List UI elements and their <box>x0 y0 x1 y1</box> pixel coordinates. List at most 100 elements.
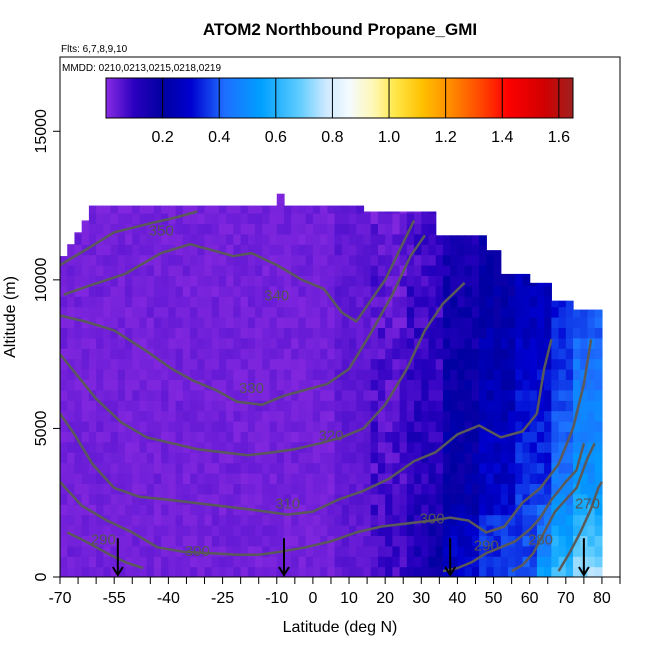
heatmap-cell <box>392 306 401 318</box>
heatmap-cell <box>349 285 357 297</box>
heatmap-cell <box>435 452 444 464</box>
heatmap-cell <box>132 348 141 360</box>
heatmap-cell <box>284 337 292 349</box>
heatmap-cell <box>399 535 408 547</box>
heatmap-cell <box>442 327 451 339</box>
heatmap-cell <box>226 254 235 266</box>
heatmap-cell <box>594 504 603 516</box>
heatmap-cell <box>269 205 278 214</box>
heatmap-cell <box>428 421 437 432</box>
heatmap-cell <box>132 473 141 484</box>
heatmap-cell <box>175 379 184 391</box>
heatmap-cell <box>262 462 271 474</box>
heatmap-cell <box>312 285 321 297</box>
heatmap-cell <box>399 525 408 536</box>
heatmap-cell <box>88 462 97 474</box>
heatmap-cell <box>486 348 495 360</box>
heatmap-cell <box>349 493 357 505</box>
heatmap-cell <box>356 514 365 526</box>
heatmap-cell <box>305 317 314 328</box>
heatmap-cell <box>356 205 365 214</box>
heatmap-cell <box>334 556 343 568</box>
heatmap-cell <box>414 410 422 422</box>
heatmap-cell <box>334 483 343 495</box>
heatmap-cell <box>211 327 220 339</box>
heatmap-cell <box>262 233 271 245</box>
heatmap-cell <box>341 358 350 370</box>
heatmap-cell <box>284 473 292 484</box>
heatmap-cell <box>435 473 444 484</box>
heatmap-cell <box>377 296 386 308</box>
heatmap-cell <box>399 514 408 526</box>
heatmap-cell <box>421 473 430 484</box>
heatmap-cell <box>125 493 133 505</box>
heatmap-cell <box>168 205 177 214</box>
heatmap-cell <box>450 358 459 370</box>
heatmap-cell <box>435 327 444 339</box>
heatmap-cell <box>385 348 393 360</box>
heatmap-cell <box>558 358 567 370</box>
heatmap-cell <box>110 525 119 536</box>
heatmap-cell <box>81 254 90 266</box>
heatmap-cell <box>218 244 227 256</box>
heatmap-cell <box>442 379 451 391</box>
heatmap-cell <box>370 223 379 235</box>
heatmap-cell <box>594 556 603 568</box>
heatmap-cell <box>125 566 133 577</box>
heatmap-cell <box>515 327 524 339</box>
heatmap-cell <box>363 275 372 287</box>
heatmap-cell <box>132 327 141 339</box>
heatmap-cell <box>276 504 285 516</box>
heatmap-cell <box>414 379 422 391</box>
heatmap-cell <box>327 514 336 526</box>
heatmap-cell <box>255 462 263 474</box>
heatmap-cell <box>421 421 430 432</box>
heatmap-cell <box>580 441 589 453</box>
heatmap-cell <box>377 493 386 505</box>
heatmap-cell <box>67 441 76 453</box>
heatmap-cell <box>139 493 148 505</box>
colorbar-gradient <box>105 77 574 119</box>
heatmap-cell <box>175 493 184 505</box>
heatmap-cell <box>493 285 502 297</box>
heatmap-cell <box>81 493 90 505</box>
heatmap-cell <box>349 545 357 557</box>
heatmap-cell <box>406 211 415 214</box>
heatmap-cell <box>88 473 97 484</box>
heatmap-cell <box>500 327 509 339</box>
heatmap-cell <box>81 514 90 526</box>
heatmap-cell <box>298 254 307 266</box>
heatmap-cell <box>320 462 328 474</box>
heatmap-cell <box>587 348 596 360</box>
heatmap-cell <box>428 285 437 297</box>
heatmap-cell <box>139 483 148 495</box>
heatmap-cell <box>471 317 480 328</box>
heatmap-cell <box>103 431 112 443</box>
heatmap-cell <box>103 389 112 401</box>
heatmap-cell <box>349 205 357 214</box>
heatmap-cell <box>190 379 198 391</box>
heatmap-cell <box>320 213 328 224</box>
heatmap-cell <box>551 473 560 484</box>
contour-line-320-3 <box>60 281 466 457</box>
heatmap-cell <box>284 369 292 380</box>
heatmap-cell <box>464 545 473 557</box>
heatmap-cell <box>132 358 141 370</box>
heatmap-cell <box>153 545 162 557</box>
heatmap-cell <box>146 358 155 370</box>
heatmap-cell <box>81 285 90 297</box>
heatmap-cell <box>168 254 177 266</box>
heatmap-cell <box>284 254 292 266</box>
heatmap-cell <box>435 441 444 453</box>
heatmap-cell <box>587 400 596 412</box>
heatmap-cell <box>370 285 379 297</box>
heatmap-cell <box>175 514 184 526</box>
heatmap-cell <box>233 327 242 339</box>
heatmap-cell <box>435 306 444 318</box>
heatmap-cell <box>320 421 328 432</box>
heatmap-cell <box>233 545 242 557</box>
heatmap-cell <box>298 265 307 276</box>
heatmap-cell <box>385 285 393 297</box>
heatmap-cell <box>255 535 263 547</box>
heatmap-cell <box>508 285 516 297</box>
